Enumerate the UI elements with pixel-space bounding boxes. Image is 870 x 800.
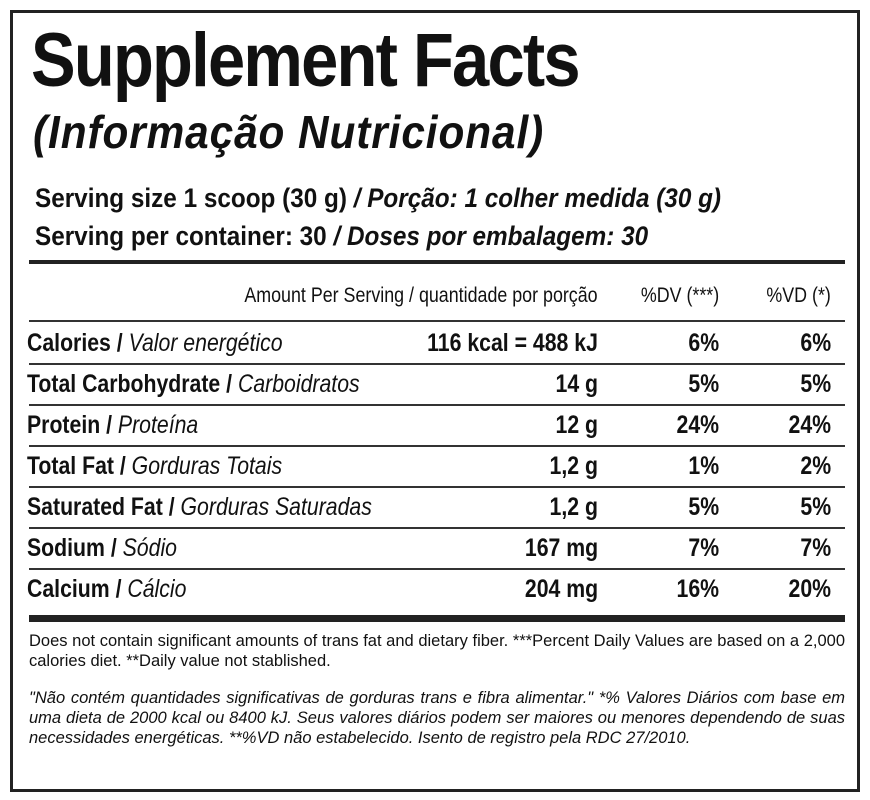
label-box: Supplement Facts (Informação Nutricional…: [10, 10, 860, 792]
thick-rule: [29, 260, 845, 264]
dv: 6%: [688, 329, 719, 357]
row-divider: [29, 363, 845, 365]
nutrient-name-pt: Gorduras Totais: [131, 452, 283, 480]
amount: 14 g: [555, 370, 598, 398]
amount: 1,2 g: [549, 452, 598, 480]
row-name: Protein / Proteína: [27, 410, 198, 440]
column-header: %VD (*): [766, 284, 831, 307]
vd: 7%: [800, 534, 831, 562]
vd: 6%: [800, 329, 831, 357]
nutrient-name: Calories /: [27, 329, 123, 357]
dv: 24%: [676, 411, 719, 439]
serving-pt: / Porção: 1 colher medida (30 g): [353, 183, 722, 213]
nutrient-name: Protein /: [27, 411, 113, 439]
nutrient-name: Total Fat /: [27, 452, 126, 480]
row-name: Sodium / Sódio: [27, 533, 177, 563]
amount: 167 mg: [524, 534, 598, 562]
vd: 20%: [788, 575, 831, 603]
nutrient-name-pt: Carboidratos: [237, 370, 360, 398]
footnote-pt: "Não contém quantidades significativas d…: [29, 689, 845, 747]
thick-rule: [29, 615, 845, 622]
serving-en: Serving per container: 30: [35, 221, 327, 251]
nutrient-name: Total Carbohydrate /: [27, 370, 233, 398]
dv: 5%: [688, 493, 719, 521]
row-name: Total Fat / Gorduras Totais: [27, 451, 282, 481]
row-divider: [29, 445, 845, 447]
amount: 1,2 g: [549, 493, 598, 521]
vd: 2%: [800, 452, 831, 480]
dv: 5%: [688, 370, 719, 398]
column-header: %DV (***): [640, 284, 719, 307]
row-divider: [29, 527, 845, 529]
serving-line: Serving per container: 30 / Doses por em…: [35, 221, 648, 252]
nutrient-name-pt: Cálcio: [127, 575, 187, 603]
title: Supplement Facts: [31, 18, 581, 103]
nutrient-name-pt: Valor energético: [128, 329, 283, 357]
vd: 24%: [788, 411, 831, 439]
row-name: Calcium / Cálcio: [27, 574, 186, 604]
row-name: Calories / Valor energético: [27, 328, 283, 358]
row-divider: [29, 404, 845, 406]
row-divider: [29, 568, 845, 570]
serving-en: Serving size 1 scoop (30 g): [35, 183, 347, 213]
footnote-en: Does not contain significant amounts of …: [29, 632, 845, 670]
column-header: Amount Per Serving / quantidade por porç…: [244, 284, 598, 307]
nutrient-name: Calcium /: [27, 575, 122, 603]
serving-line: Serving size 1 scoop (30 g) / Porção: 1 …: [35, 183, 721, 214]
row-name: Saturated Fat / Gorduras Saturadas: [27, 492, 372, 522]
dv: 1%: [688, 452, 719, 480]
nutrient-name-pt: Proteína: [117, 411, 199, 439]
nutrient-name-pt: Sódio: [122, 534, 177, 562]
nutrient-name: Saturated Fat /: [27, 493, 175, 521]
dv: 7%: [688, 534, 719, 562]
serving-pt: / Doses por embalagem: 30: [333, 221, 649, 251]
amount: 204 mg: [524, 575, 598, 603]
nutrient-name-pt: Gorduras Saturadas: [180, 493, 372, 521]
row-divider: [29, 486, 845, 488]
subtitle: (Informação Nutricional): [33, 106, 545, 158]
row-divider: [29, 320, 845, 322]
vd: 5%: [800, 370, 831, 398]
nutrient-name: Sodium /: [27, 534, 117, 562]
amount: 116 kcal = 488 kJ: [427, 329, 598, 357]
dv: 16%: [676, 575, 719, 603]
vd: 5%: [800, 493, 831, 521]
row-name: Total Carbohydrate / Carboidratos: [27, 369, 360, 399]
amount: 12 g: [555, 411, 598, 439]
